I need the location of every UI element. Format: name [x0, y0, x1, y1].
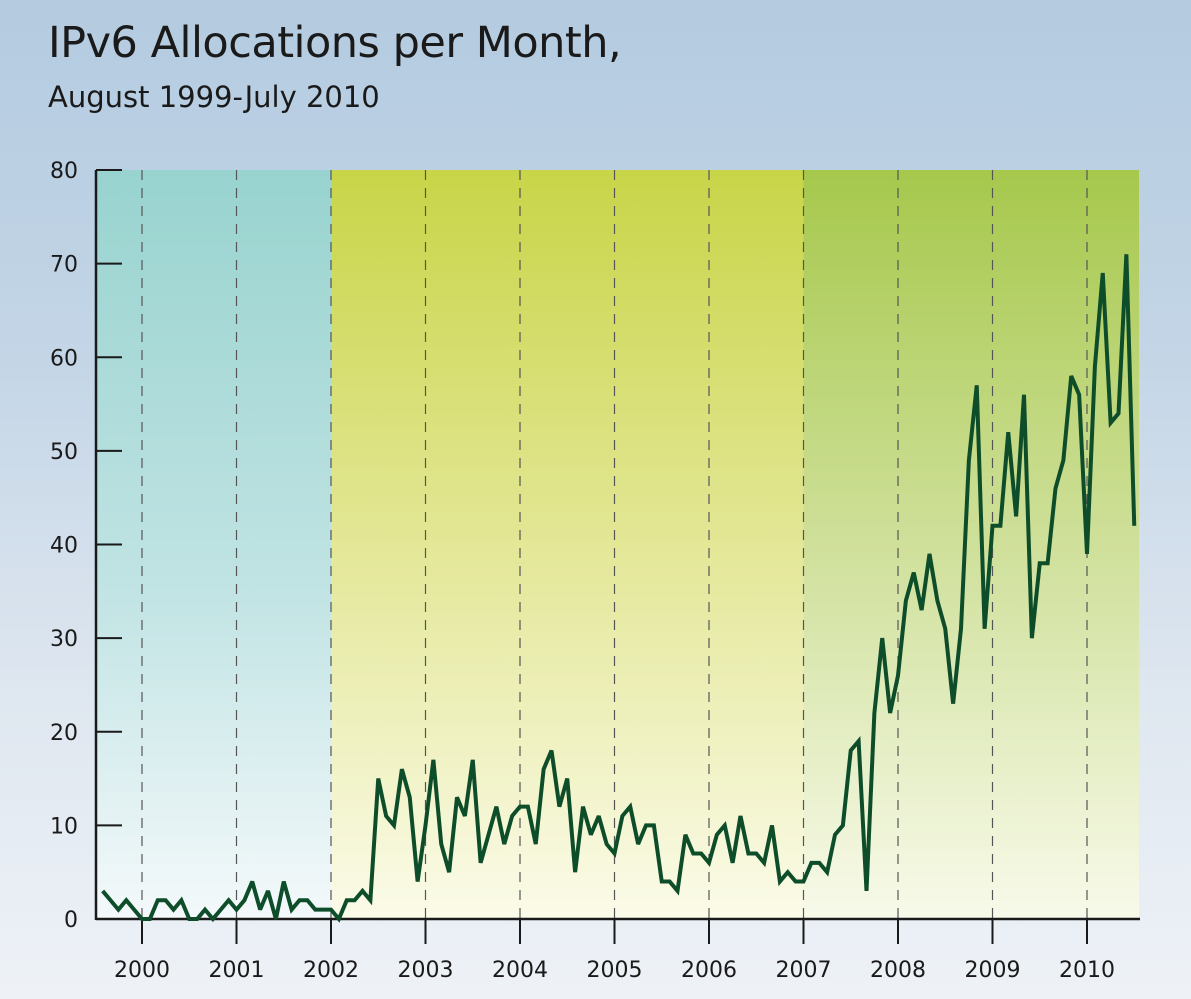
chart-title: IPv6 Allocations per Month,	[48, 18, 622, 68]
background-band	[331, 170, 804, 919]
background-band	[96, 170, 331, 919]
y-tick-label: 60	[50, 346, 78, 371]
x-tick-label: 2009	[965, 958, 1021, 983]
y-tick-label: 30	[50, 627, 78, 652]
x-axis-ticks: 2000 2001 2002 2003 2004 2005 2006 2007 2008 2009…	[114, 919, 1115, 983]
y-axis-ticks: 0 10 20 30 40 50 60 70 80	[50, 159, 122, 933]
x-tick-label: 2008	[870, 958, 926, 983]
y-tick-label: 20	[50, 721, 78, 746]
x-tick-label: 2005	[587, 958, 643, 983]
x-tick-label: 2003	[398, 958, 454, 983]
x-tick-label: 2004	[492, 958, 548, 983]
y-tick-label: 50	[50, 440, 78, 465]
x-tick-label: 2007	[776, 958, 832, 983]
x-tick-label: 2001	[209, 958, 265, 983]
y-tick-label: 70	[50, 253, 78, 278]
y-tick-label: 0	[64, 908, 78, 933]
y-tick-label: 40	[50, 534, 78, 559]
x-tick-label: 2006	[681, 958, 737, 983]
x-tick-label: 2010	[1059, 958, 1115, 983]
chart-subtitle: August 1999-July 2010	[48, 80, 380, 114]
x-tick-label: 2002	[303, 958, 359, 983]
y-tick-label: 10	[50, 814, 78, 839]
x-tick-label: 2000	[114, 958, 170, 983]
series-line-ipv6-allocations	[101, 254, 1137, 923]
y-tick-label: 80	[50, 159, 78, 184]
